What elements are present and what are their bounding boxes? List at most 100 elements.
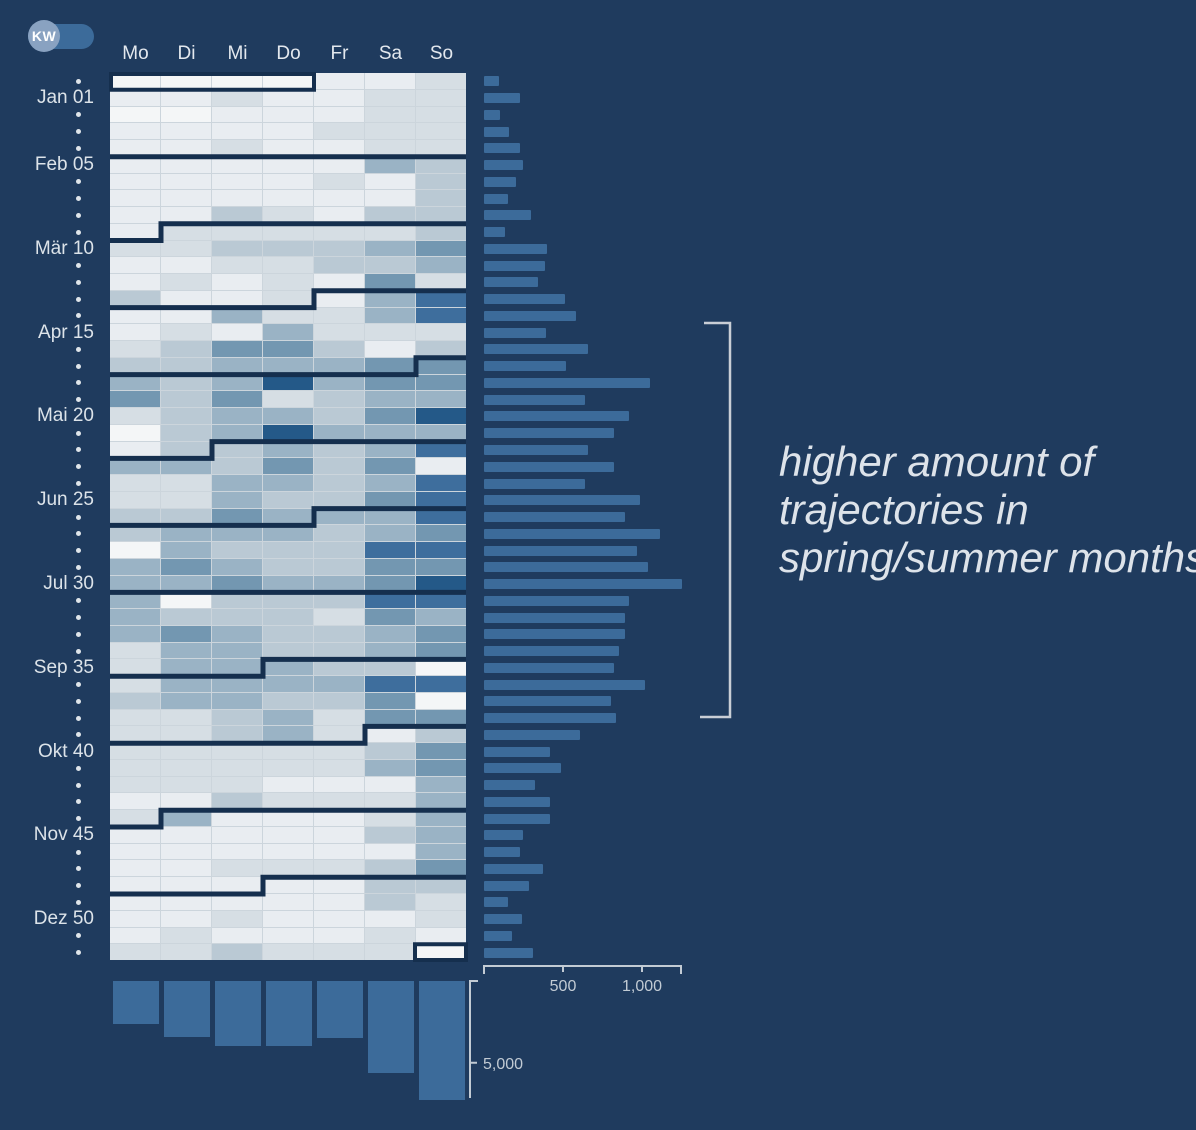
heatmap-cell[interactable] — [365, 257, 415, 274]
heatmap-cell[interactable] — [212, 776, 262, 793]
heatmap-cell[interactable] — [161, 726, 211, 743]
weekly-total-bar[interactable] — [484, 679, 646, 690]
heatmap-cell[interactable] — [314, 190, 364, 207]
heatmap-cell[interactable] — [212, 374, 262, 391]
heatmap-cell[interactable] — [212, 709, 262, 726]
heatmap-cell[interactable] — [263, 106, 313, 123]
heatmap-cell[interactable] — [212, 357, 262, 374]
heatmap-cell[interactable] — [161, 257, 211, 274]
heatmap-cell[interactable] — [263, 944, 313, 960]
heatmap-cell[interactable] — [212, 609, 262, 625]
heatmap-cell[interactable] — [263, 910, 313, 927]
heatmap-cell[interactable] — [212, 877, 262, 893]
heatmap-cell[interactable] — [365, 156, 415, 173]
heatmap-cell[interactable] — [416, 826, 466, 843]
heatmap-cell[interactable] — [212, 910, 262, 927]
heatmap-cell[interactable] — [110, 123, 160, 140]
heatmap-cell[interactable] — [161, 424, 211, 441]
heatmap-cell[interactable] — [365, 441, 415, 458]
weekly-total-bar[interactable] — [484, 914, 522, 925]
heatmap-cell[interactable] — [161, 458, 211, 475]
heatmap-cell[interactable] — [161, 776, 211, 793]
heatmap-cell[interactable] — [212, 156, 262, 173]
heatmap-cell[interactable] — [161, 625, 211, 642]
heatmap-cell[interactable] — [161, 927, 211, 944]
heatmap-cell[interactable] — [212, 240, 262, 257]
heatmap-cell[interactable] — [212, 408, 262, 424]
weekly-total-bar[interactable] — [484, 545, 637, 556]
heatmap-cell[interactable] — [161, 190, 211, 207]
heatmap-cell[interactable] — [416, 860, 466, 877]
heatmap-cell[interactable] — [416, 223, 466, 240]
weekly-total-bar[interactable] — [484, 562, 649, 573]
heatmap-cell[interactable] — [314, 140, 364, 156]
heatmap-cell[interactable] — [110, 106, 160, 123]
heatmap-cell[interactable] — [263, 140, 313, 156]
kw-week-toggle[interactable]: KW — [28, 20, 94, 52]
heatmap-cell[interactable] — [161, 877, 211, 893]
heatmap-cell[interactable] — [314, 592, 364, 609]
heatmap-cell[interactable] — [110, 173, 160, 190]
heatmap-cell[interactable] — [365, 659, 415, 676]
heatmap-cell[interactable] — [110, 625, 160, 642]
heatmap-cell[interactable] — [314, 290, 364, 307]
weekly-total-bar[interactable] — [484, 126, 510, 137]
weekly-total-bar[interactable] — [484, 411, 630, 422]
heatmap-cell[interactable] — [263, 207, 313, 223]
heatmap-cell[interactable] — [110, 374, 160, 391]
heatmap-cell[interactable] — [212, 475, 262, 491]
weekly-total-bar[interactable] — [484, 243, 548, 254]
heatmap-cell[interactable] — [212, 726, 262, 743]
heatmap-cell[interactable] — [314, 73, 364, 89]
heatmap-cell[interactable] — [161, 408, 211, 424]
heatmap-cell[interactable] — [365, 676, 415, 692]
heatmap-cell[interactable] — [212, 642, 262, 659]
heatmap-cell[interactable] — [110, 910, 160, 927]
heatmap-cell[interactable] — [263, 542, 313, 558]
heatmap-cell[interactable] — [314, 525, 364, 542]
heatmap-cell[interactable] — [365, 776, 415, 793]
heatmap-cell[interactable] — [263, 458, 313, 475]
heatmap-cell[interactable] — [263, 894, 313, 910]
heatmap-cell[interactable] — [314, 810, 364, 826]
heatmap-cell[interactable] — [161, 826, 211, 843]
heatmap-cell[interactable] — [263, 274, 313, 290]
heatmap-cell[interactable] — [416, 73, 466, 89]
heatmap-cell[interactable] — [263, 374, 313, 391]
weekly-total-bar[interactable] — [484, 260, 545, 271]
heatmap-cell[interactable] — [212, 826, 262, 843]
heatmap-cell[interactable] — [416, 140, 466, 156]
heatmap-cell[interactable] — [365, 173, 415, 190]
heatmap-cell[interactable] — [212, 458, 262, 475]
weekly-total-bar[interactable] — [484, 176, 516, 187]
heatmap-cell[interactable] — [110, 810, 160, 826]
heatmap-cell[interactable] — [161, 659, 211, 676]
heatmap-cell[interactable] — [161, 290, 211, 307]
heatmap-cell[interactable] — [263, 223, 313, 240]
weekly-total-bar[interactable] — [484, 193, 508, 204]
heatmap-cell[interactable] — [212, 575, 262, 592]
heatmap-cell[interactable] — [314, 759, 364, 776]
heatmap-cell[interactable] — [161, 73, 211, 89]
heatmap-cell[interactable] — [416, 776, 466, 793]
heatmap-cell[interactable] — [110, 575, 160, 592]
heatmap-cell[interactable] — [161, 575, 211, 592]
heatmap-cell[interactable] — [263, 190, 313, 207]
heatmap-cell[interactable] — [416, 207, 466, 223]
heatmap-cell[interactable] — [365, 692, 415, 709]
heatmap-cell[interactable] — [110, 592, 160, 609]
heatmap-cell[interactable] — [314, 357, 364, 374]
heatmap-cell[interactable] — [161, 843, 211, 860]
weekly-total-bar[interactable] — [484, 495, 641, 506]
heatmap-cell[interactable] — [365, 508, 415, 525]
heatmap-cell[interactable] — [416, 759, 466, 776]
heatmap-cell[interactable] — [161, 676, 211, 692]
heatmap-cell[interactable] — [263, 525, 313, 542]
heatmap-cell[interactable] — [365, 106, 415, 123]
heatmap-cell[interactable] — [314, 776, 364, 793]
weekly-total-bar[interactable] — [484, 746, 551, 757]
heatmap-cell[interactable] — [110, 609, 160, 625]
heatmap-cell[interactable] — [365, 89, 415, 106]
heatmap-cell[interactable] — [365, 458, 415, 475]
heatmap-cell[interactable] — [416, 290, 466, 307]
